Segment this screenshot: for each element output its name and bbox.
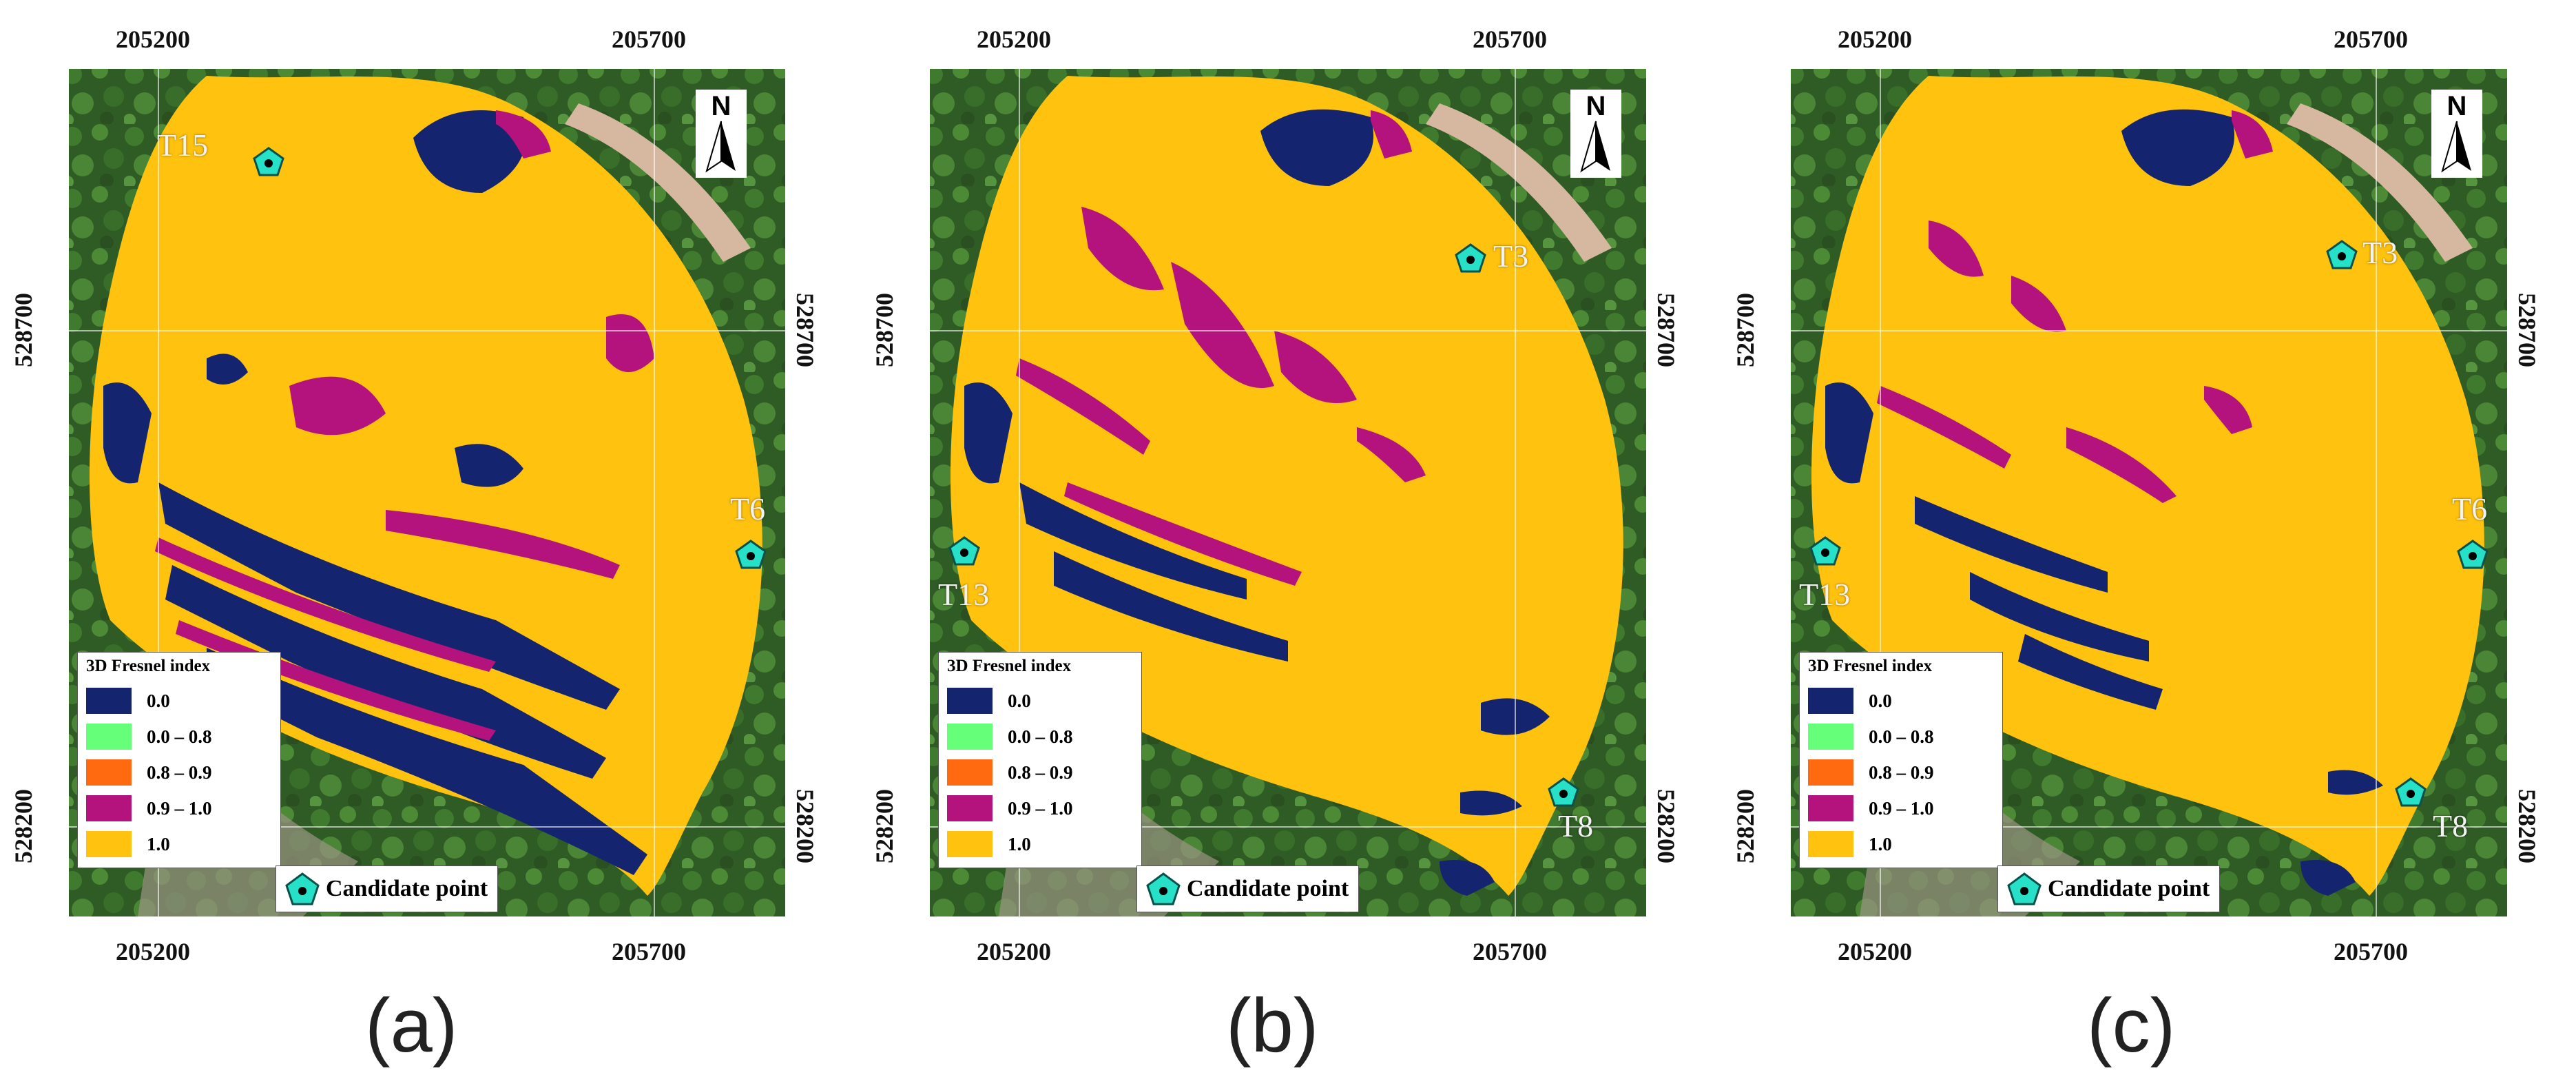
legend-item: 0.0 – 0.8 (1808, 719, 1994, 755)
point-label-t3: T3 (1493, 238, 1529, 274)
point-label-t8: T8 (1558, 808, 1594, 843)
legend-item: 0.8 – 0.9 (947, 755, 1133, 790)
legend-item: 0.9 – 1.0 (86, 790, 272, 826)
legend-item: 0.8 – 0.9 (86, 755, 272, 790)
candidate-point-icon (2395, 777, 2427, 807)
y-tick-left-upper: 528700 (10, 293, 37, 367)
y-tick-left-lower: 528200 (10, 789, 37, 863)
candidate-point-icon (2007, 872, 2042, 905)
north-arrow: N (2431, 90, 2482, 178)
legend: 3D Fresnel index 0.0 0.0 – 0.8 0.8 – 0.9… (1799, 652, 2003, 868)
y-tick-right-upper: 528700 (1652, 293, 1680, 367)
legend-item: 0.8 – 0.9 (1808, 755, 1994, 790)
legend-title: 3D Fresnel index (86, 657, 211, 675)
panel-a: 205200 205700 205200 205700 528700 52820… (0, 0, 854, 1086)
legend-item: 0.0 (86, 683, 272, 719)
legend-title: 3D Fresnel index (1808, 657, 1933, 675)
point-label-t15: T15 (157, 127, 209, 163)
candidate-legend: Candidate point (1136, 865, 1360, 912)
north-arrow-icon (1580, 121, 1610, 173)
legend-title: 3D Fresnel index (947, 657, 1072, 675)
candidate-point-icon (735, 540, 767, 569)
x-tick-top-right: 205700 (1473, 25, 1547, 53)
y-tick-left-lower: 528200 (871, 789, 898, 863)
y-tick-right-lower: 528200 (791, 789, 819, 863)
candidate-point-icon (285, 872, 320, 905)
legend: 3D Fresnel index 0.0 0.0 – 0.8 0.8 – 0.9… (77, 652, 281, 868)
y-tick-right-upper: 528700 (2513, 293, 2541, 367)
x-tick-top-right: 205700 (2334, 25, 2408, 53)
panel-c: 205200 205700 205200 205700 528700 52820… (1722, 0, 2576, 1086)
legend-item: 0.0 (947, 683, 1133, 719)
y-tick-left-upper: 528700 (871, 293, 898, 367)
y-tick-right-lower: 528200 (2513, 789, 2541, 863)
candidate-point-icon (948, 536, 980, 566)
panel-caption-c: (c) (2087, 983, 2176, 1068)
point-label-t6: T6 (730, 491, 766, 526)
legend-item: 0.0 – 0.8 (86, 719, 272, 755)
panel-caption-a: (a) (365, 983, 458, 1068)
north-arrow-icon (705, 121, 736, 173)
x-tick-top-left: 205200 (977, 25, 1051, 53)
legend-item: 0.9 – 1.0 (947, 790, 1133, 826)
x-tick-bottom-left: 205200 (116, 938, 190, 965)
candidate-point-icon (1146, 872, 1181, 905)
y-tick-left-lower: 528200 (1732, 789, 1759, 863)
point-label-t3: T3 (2362, 235, 2398, 270)
x-tick-bottom-left: 205200 (1838, 938, 1912, 965)
panel-b: 205200 205700 205200 205700 528700 52820… (861, 0, 1715, 1086)
point-label-t13: T13 (1799, 577, 1851, 612)
candidate-point-icon (1809, 536, 1841, 566)
candidate-point-icon (2326, 240, 2358, 269)
legend: 3D Fresnel index 0.0 0.0 – 0.8 0.8 – 0.9… (938, 652, 1142, 868)
x-tick-bottom-left: 205200 (977, 938, 1051, 965)
point-label-t13: T13 (938, 577, 990, 612)
candidate-point-icon (1455, 243, 1486, 273)
candidate-point-icon (2457, 540, 2489, 569)
y-tick-right-upper: 528700 (791, 293, 819, 367)
legend-item: 0.0 – 0.8 (947, 719, 1133, 755)
north-arrow-icon (2441, 121, 2471, 173)
x-tick-bottom-right: 205700 (1473, 938, 1547, 965)
x-tick-top-right: 205700 (612, 25, 686, 53)
x-tick-bottom-right: 205700 (2334, 938, 2408, 965)
x-tick-top-left: 205200 (116, 25, 190, 53)
point-label-t6: T6 (2452, 491, 2488, 526)
north-arrow: N (1570, 90, 1621, 178)
point-label-t8: T8 (2433, 808, 2469, 843)
y-tick-right-lower: 528200 (1652, 789, 1680, 863)
legend-item: 0.9 – 1.0 (1808, 790, 1994, 826)
x-tick-bottom-right: 205700 (612, 938, 686, 965)
candidate-legend: Candidate point (1997, 865, 2221, 912)
y-tick-left-upper: 528700 (1732, 293, 1759, 367)
candidate-point-icon (1548, 777, 1579, 807)
candidate-point-icon (253, 147, 284, 176)
legend-item: 1.0 (1808, 826, 1994, 862)
x-tick-top-left: 205200 (1838, 25, 1912, 53)
panel-caption-b: (b) (1226, 983, 1319, 1068)
candidate-legend: Candidate point (276, 865, 499, 912)
legend-item: 1.0 (947, 826, 1133, 862)
north-arrow: N (696, 90, 747, 178)
legend-item: 0.0 (1808, 683, 1994, 719)
legend-item: 1.0 (86, 826, 272, 862)
